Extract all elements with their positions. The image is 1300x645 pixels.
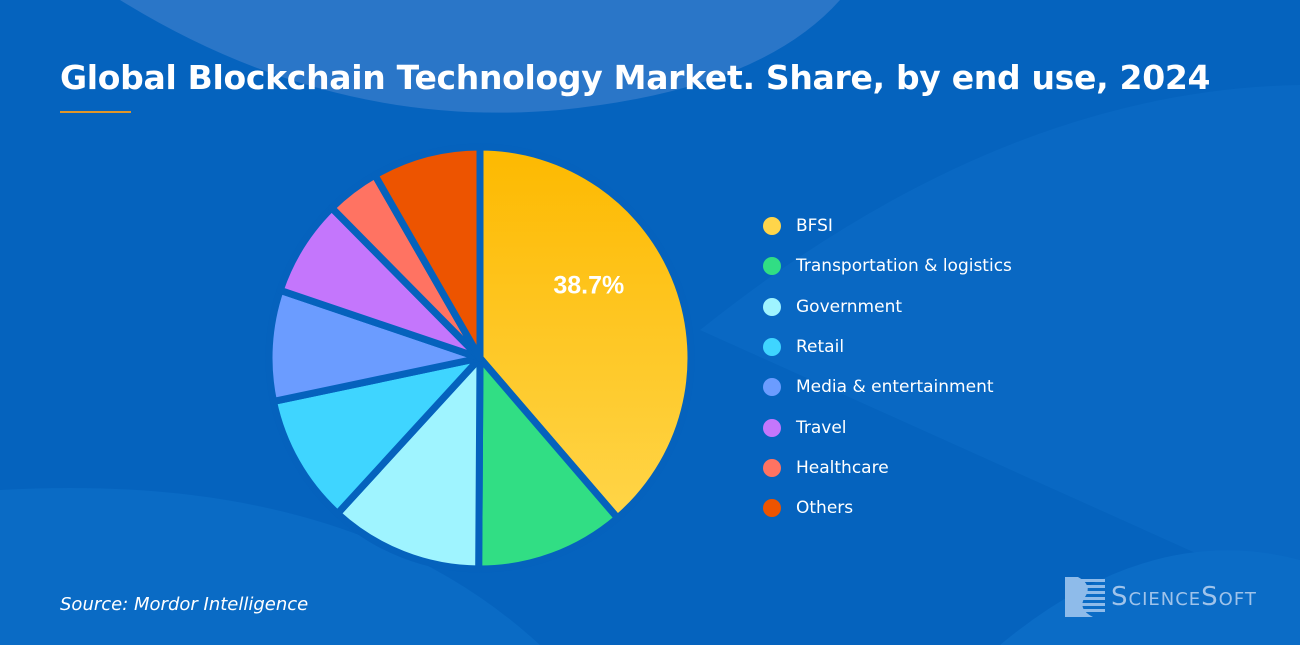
legend-swatch: [763, 297, 781, 316]
legend-label: Transportation & logistics: [796, 256, 1012, 277]
legend-label: Media & entertainment: [796, 377, 994, 398]
legend-label: Government: [796, 296, 903, 317]
pie-slice-transportation-logistics: [475, 354, 622, 573]
legend-item: BFSI: [763, 206, 1012, 246]
sciencesoft-logo: ScienceSoft: [1065, 577, 1257, 617]
legend-swatch: [763, 458, 781, 477]
legend-item: Media & entertainment: [763, 367, 1012, 407]
slice-data-label-bfsi: 38.7%: [553, 272, 624, 300]
legend-swatch: [763, 418, 781, 437]
chart-title: Global Blockchain Technology Market. Sha…: [60, 58, 1211, 97]
title-underline: [60, 111, 131, 113]
legend-swatch: [763, 217, 781, 236]
pie-slice-media-entertainment: [265, 286, 484, 405]
legend-item: Transportation & logistics: [763, 246, 1012, 286]
legend-label: BFSI: [796, 216, 833, 237]
legend-item: Travel: [763, 407, 1012, 447]
legend-swatch: [763, 378, 781, 397]
source-note: Source: Mordor Intelligence: [60, 594, 309, 615]
legend-label: Others: [796, 498, 854, 519]
legend-item: Others: [763, 488, 1012, 528]
logo-icon: [1065, 577, 1105, 617]
legend-swatch: [763, 257, 781, 276]
pie-slice-bfsi: [476, 143, 695, 522]
legend-label: Travel: [796, 417, 847, 438]
legend-label: Healthcare: [796, 457, 889, 478]
legend-item: Healthcare: [763, 448, 1012, 488]
legend: BFSI Transportation & logistics Government…: [763, 206, 1012, 528]
legend-item: Government: [763, 287, 1012, 327]
pie-slice-government: [334, 354, 484, 573]
legend-item: Retail: [763, 327, 1012, 367]
pie-slice-retail: [270, 354, 484, 518]
pie-slice-others: [371, 143, 484, 362]
legend-swatch: [763, 338, 781, 357]
legend-label: Retail: [796, 337, 845, 358]
legend-swatch: [763, 499, 781, 518]
